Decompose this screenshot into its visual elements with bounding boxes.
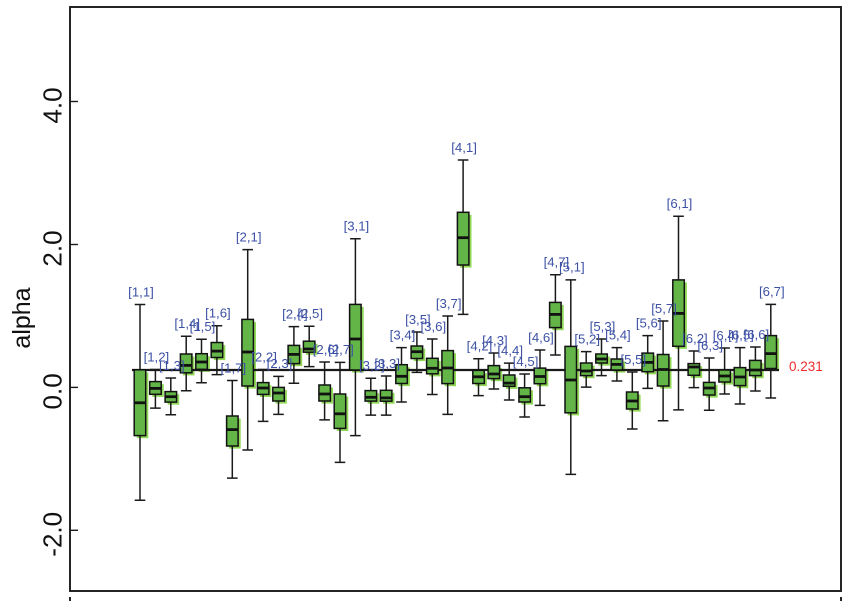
svg-text:[6,7]: [6,7] — [759, 284, 785, 299]
svg-text:[4,1]: [4,1] — [451, 140, 477, 155]
svg-text:[2,3]: [2,3] — [267, 356, 293, 371]
svg-text:4.0: 4.0 — [38, 87, 68, 123]
svg-text:[6,6]: [6,6] — [744, 327, 770, 342]
svg-text:[5,6]: [5,6] — [636, 315, 662, 330]
svg-text:[6,5]: [6,5] — [728, 327, 754, 342]
svg-text:[5,3]: [5,3] — [590, 319, 616, 334]
svg-text:[5,5]: [5,5] — [620, 352, 646, 367]
svg-text:[2,1]: [2,1] — [236, 229, 262, 244]
svg-text:[3,3]: [3,3] — [374, 356, 400, 371]
svg-text:[1,1]: [1,1] — [128, 284, 154, 299]
svg-text:[1,5]: [1,5] — [190, 319, 216, 334]
svg-text:-2.0: -2.0 — [38, 512, 68, 557]
svg-text:[3,4]: [3,4] — [390, 327, 416, 342]
svg-text:[4,4]: [4,4] — [497, 343, 523, 358]
svg-text:[6,4]: [6,4] — [713, 328, 739, 343]
svg-text:[4,3]: [4,3] — [482, 333, 508, 348]
svg-text:[6,2]: [6,2] — [682, 331, 708, 346]
svg-text:[5,2]: [5,2] — [574, 331, 600, 346]
svg-text:0.0: 0.0 — [38, 373, 68, 409]
svg-text:[5,1]: [5,1] — [559, 260, 585, 275]
svg-text:[4,7]: [4,7] — [544, 255, 570, 270]
svg-text:[3,1]: [3,1] — [344, 219, 370, 234]
svg-text:[3,7]: [3,7] — [436, 296, 462, 311]
svg-text:[3,6]: [3,6] — [420, 319, 446, 334]
svg-text:[1,7]: [1,7] — [220, 360, 246, 375]
svg-text:[5,4]: [5,4] — [605, 327, 631, 342]
svg-text:[1,2]: [1,2] — [144, 349, 170, 364]
svg-text:2.0: 2.0 — [38, 230, 68, 266]
svg-text:[2,4]: [2,4] — [282, 306, 308, 321]
svg-text:[6,1]: [6,1] — [667, 196, 693, 211]
svg-text:[6,3]: [6,3] — [697, 338, 723, 353]
svg-text:[2,5]: [2,5] — [297, 306, 323, 321]
svg-text:alpha: alpha — [8, 287, 36, 348]
svg-text:[2,2]: [2,2] — [251, 349, 277, 364]
svg-text:[4,6]: [4,6] — [528, 330, 554, 345]
svg-text:[1,3]: [1,3] — [159, 358, 185, 373]
svg-text:[2,6]: [2,6] — [313, 342, 339, 357]
svg-text:[4,2]: [4,2] — [467, 339, 493, 354]
svg-text:[3,2]: [3,2] — [359, 358, 385, 373]
svg-text:[1,4]: [1,4] — [174, 316, 200, 331]
svg-text:[3,5]: [3,5] — [405, 312, 431, 327]
svg-text:[2,7]: [2,7] — [328, 342, 354, 357]
svg-text:0.231: 0.231 — [789, 359, 823, 374]
svg-text:[4,5]: [4,5] — [513, 354, 539, 369]
svg-text:[1,6]: [1,6] — [205, 306, 231, 321]
svg-text:[5,7]: [5,7] — [651, 301, 677, 316]
